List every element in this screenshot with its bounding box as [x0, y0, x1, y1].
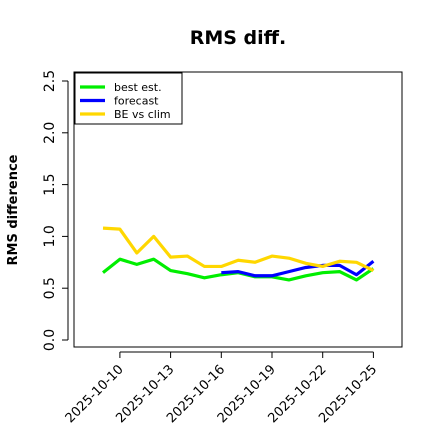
legend-label: best est. [114, 81, 162, 94]
y-tick-label: 2.5 [42, 70, 58, 92]
legend-label: forecast [114, 95, 159, 108]
y-tick-label: 2.0 [42, 122, 58, 144]
plot-area-frame [73, 71, 403, 348]
y-tick-label: 0.0 [42, 329, 58, 351]
legend-label: BE vs clim [114, 108, 171, 121]
chart-title: RMS diff. [190, 27, 287, 49]
y-axis: 0.0 0.5 1.0 1.5 2.0 2.5 [42, 70, 69, 351]
y-tick-label: 0.5 [42, 277, 58, 299]
series-line-be-vs-clim [102, 226, 375, 273]
y-tick-label: 1.0 [42, 225, 58, 247]
y-axis-label: RMS difference [6, 154, 21, 265]
y-tick-label: 1.5 [42, 173, 58, 195]
series-line-forecast [221, 260, 375, 278]
series-layer [102, 226, 375, 282]
x-axis: 2025-10-102025-10-132025-10-162025-10-19… [63, 351, 380, 426]
